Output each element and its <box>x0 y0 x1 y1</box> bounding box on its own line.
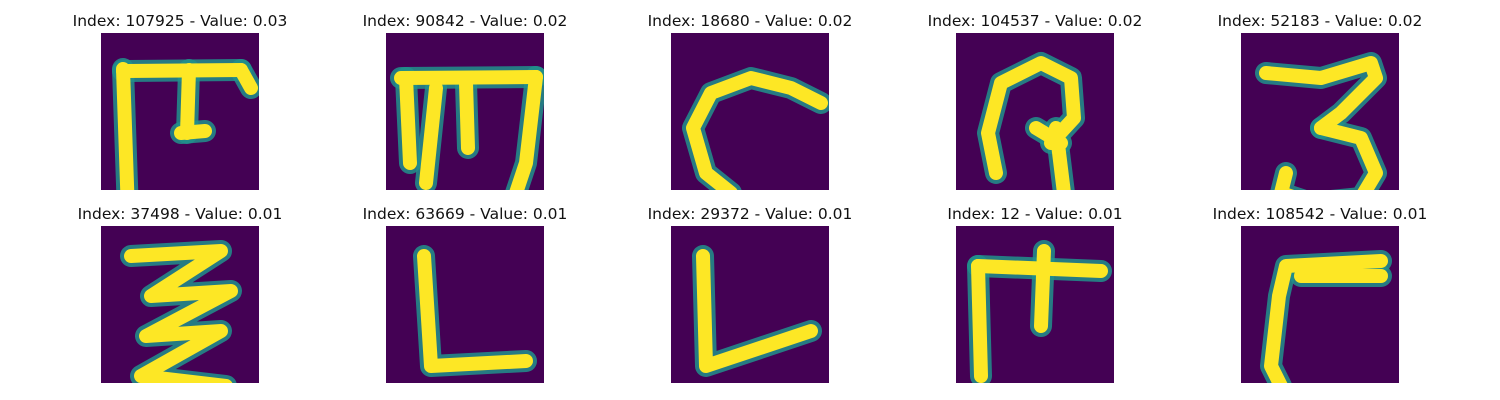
image-panel: Index: 107925 - Value: 0.03 <box>45 12 315 197</box>
panel-title: Index: 63669 - Value: 0.01 <box>362 205 568 223</box>
panel-title: Index: 18680 - Value: 0.02 <box>647 12 853 30</box>
panel-title: Index: 52183 - Value: 0.02 <box>1217 12 1423 30</box>
glyph-stroke <box>509 70 543 190</box>
image-panel: Index: 12 - Value: 0.01 <box>900 205 1170 390</box>
glyph-stroke <box>399 71 417 170</box>
glyph-stroke <box>174 124 212 140</box>
panel-title: Index: 12 - Value: 0.01 <box>947 205 1123 223</box>
glyph-stroke <box>971 259 988 383</box>
image-panel: Index: 63669 - Value: 0.01 <box>330 205 600 390</box>
image-panel: Index: 37498 - Value: 0.01 <box>45 205 315 390</box>
glyph-stroke <box>1029 121 1068 150</box>
glyph-stroke <box>686 71 828 190</box>
glyph-stroke <box>180 63 196 140</box>
glyph-c-shape-icon <box>671 33 829 190</box>
glyph-stroke <box>459 76 475 155</box>
glyph-stroke <box>116 62 135 190</box>
panel-title: Index: 104537 - Value: 0.02 <box>927 12 1143 30</box>
glyph-h-shape-icon <box>956 226 1114 383</box>
glyph-stroke <box>1034 244 1051 333</box>
glyph-3-shape-icon <box>1241 33 1399 190</box>
panel-title: Index: 90842 - Value: 0.02 <box>362 12 568 30</box>
glyph-l-shape-icon <box>386 226 544 383</box>
image-panel: Index: 18680 - Value: 0.02 <box>615 12 885 197</box>
panel-title: Index: 107925 - Value: 0.03 <box>72 12 288 30</box>
glyph-stroke <box>419 81 443 190</box>
glyph-z-stack-shape-icon <box>101 226 259 383</box>
image-panel: Index: 52183 - Value: 0.02 <box>1185 12 1455 197</box>
glyph-stroke <box>1274 121 1383 190</box>
panel-title: Index: 37498 - Value: 0.01 <box>77 205 283 223</box>
glyph-stroke <box>696 249 818 373</box>
glyph-stroke <box>124 244 238 383</box>
glyph-stroke <box>981 56 1081 180</box>
image-panel: Index: 29372 - Value: 0.01 <box>615 205 885 390</box>
glyph-l-angled-shape-icon <box>671 226 829 383</box>
image-panel: Index: 108542 - Value: 0.01 <box>1185 205 1455 390</box>
panel-title: Index: 108542 - Value: 0.01 <box>1212 205 1428 223</box>
glyph-stroke <box>234 63 258 95</box>
image-panel: Index: 104537 - Value: 0.02 <box>900 12 1170 197</box>
panel-title: Index: 29372 - Value: 0.01 <box>647 205 853 223</box>
glyph-stroke <box>417 249 533 373</box>
glyph-p-shape-icon <box>956 33 1114 190</box>
glyph-stroke <box>1259 56 1383 135</box>
glyph-pi-shape-icon <box>101 33 259 190</box>
glyph-stroke <box>1264 254 1388 383</box>
glyph-m-shape-icon <box>386 33 544 190</box>
image-panel: Index: 90842 - Value: 0.02 <box>330 12 600 197</box>
glyph-7-reversed-shape-icon <box>1241 226 1399 383</box>
